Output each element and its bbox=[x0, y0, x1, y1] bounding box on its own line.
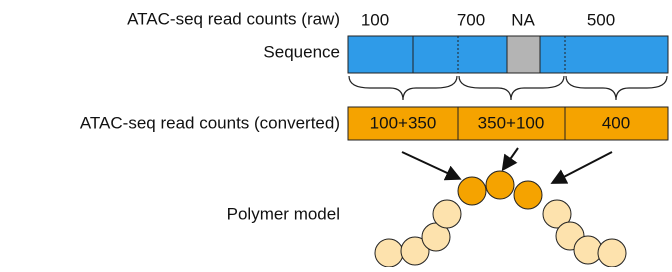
converted-count: 100+350 bbox=[370, 113, 437, 132]
polymer-label: Polymer model bbox=[227, 204, 340, 223]
braces bbox=[349, 76, 667, 100]
converted-label: ATAC-seq read counts (converted) bbox=[80, 113, 340, 132]
raw-label: ATAC-seq read counts (raw) bbox=[127, 9, 340, 28]
raw-count: 700 bbox=[457, 10, 485, 29]
sequence-label: Sequence bbox=[263, 42, 340, 61]
raw-count: 100 bbox=[361, 10, 389, 29]
converted-count: 400 bbox=[602, 113, 630, 132]
raw-count: NA bbox=[511, 10, 535, 29]
raw-count: 500 bbox=[587, 10, 615, 29]
polymer bbox=[375, 171, 626, 267]
diagram: ATAC-seq read counts (raw) 100 700 NA 50… bbox=[0, 0, 672, 267]
sequence-bar bbox=[348, 36, 668, 73]
converted-count: 350+100 bbox=[478, 113, 545, 132]
